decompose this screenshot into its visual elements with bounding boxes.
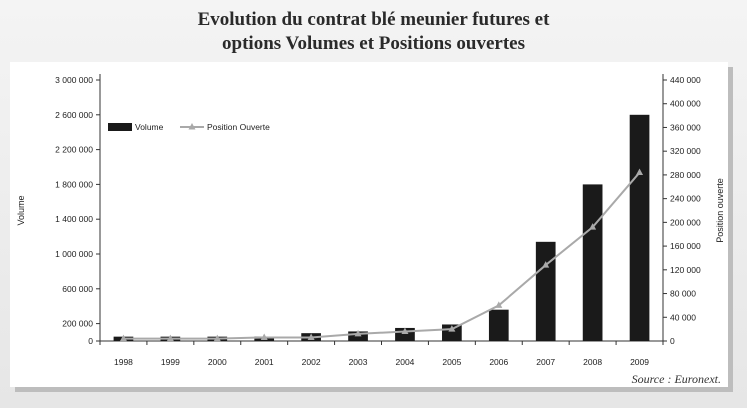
x-tick-label: 2005: [442, 357, 461, 367]
right-tick-label: 0: [670, 336, 675, 346]
position-ouverte-point: [636, 168, 644, 176]
legend-label-volume: Volume: [135, 122, 164, 132]
chart-title: Evolution du contrat blé meunier futures…: [0, 8, 747, 56]
left-tick-label: 200 000: [62, 319, 93, 329]
x-tick-label: 2003: [349, 357, 368, 367]
x-tick-label: 2007: [536, 357, 555, 367]
position-ouverte-point: [589, 223, 597, 230]
right-tick-label: 80 000: [670, 289, 696, 299]
position-ouverte-point: [542, 261, 550, 268]
position-ouverte-point: [260, 333, 268, 340]
right-tick-label: 120 000: [670, 265, 701, 275]
right-tick-label: 40 000: [670, 312, 696, 322]
right-tick-label: 160 000: [670, 241, 701, 251]
volume-bar: [488, 309, 509, 341]
x-tick-label: 2001: [255, 357, 274, 367]
left-tick-label: 1 400 000: [55, 214, 93, 224]
title-line-1: Evolution du contrat blé meunier futures…: [197, 9, 550, 30]
volume-bar: [535, 241, 556, 341]
right-tick-label: 400 000: [670, 99, 701, 109]
x-tick-label: 2002: [302, 357, 321, 367]
title-line-2: options Volumes et Positions ouvertes: [222, 33, 525, 54]
left-tick-label: 2 600 000: [55, 110, 93, 120]
position-ouverte-point: [401, 327, 409, 335]
y-axis-title: Volume: [16, 195, 26, 225]
left-tick-label: 1 000 000: [55, 249, 93, 259]
left-tick-label: 2 200 000: [55, 145, 93, 155]
left-tick-label: 600 000: [62, 284, 93, 294]
left-tick-label: 0: [88, 336, 93, 346]
position-ouverte-point: [213, 334, 221, 342]
legend-swatch-position-marker: [188, 123, 196, 130]
legend-label-position: Position Ouverte: [207, 122, 270, 132]
legend-swatch-volume: [108, 123, 132, 131]
position-ouverte-line: [123, 171, 641, 340]
left-tick-label: 1 800 000: [55, 179, 93, 189]
left-tick-label: 3 000 000: [55, 75, 93, 85]
x-tick-label: 1998: [114, 357, 133, 367]
x-tick-label: 2006: [489, 357, 508, 367]
x-tick-label: 2000: [208, 357, 227, 367]
position-ouverte-point: [307, 333, 315, 340]
position-ouverte-point: [119, 334, 127, 342]
source-note: Source : Euronext.: [631, 372, 721, 386]
volume-bar: [629, 114, 650, 341]
right-tick-label: 200 000: [670, 217, 701, 227]
right-tick-label: 320 000: [670, 146, 701, 156]
right-tick-label: 440 000: [670, 75, 701, 85]
position-ouverte-point: [495, 301, 503, 308]
right-tick-label: 280 000: [670, 170, 701, 180]
x-tick-label: 1999: [161, 357, 180, 367]
right-tick-label: 240 000: [670, 194, 701, 204]
x-tick-label: 2004: [395, 357, 414, 367]
position-ouverte-point: [166, 334, 174, 342]
volume-bar: [582, 184, 603, 341]
y2-axis-title: Position ouverte: [715, 178, 725, 243]
position-ouverte-point: [354, 329, 362, 337]
x-tick-label: 2008: [583, 357, 602, 367]
x-tick-label: 2009: [630, 357, 649, 367]
position-ouverte-point: [448, 325, 456, 332]
right-tick-label: 360 000: [670, 122, 701, 132]
